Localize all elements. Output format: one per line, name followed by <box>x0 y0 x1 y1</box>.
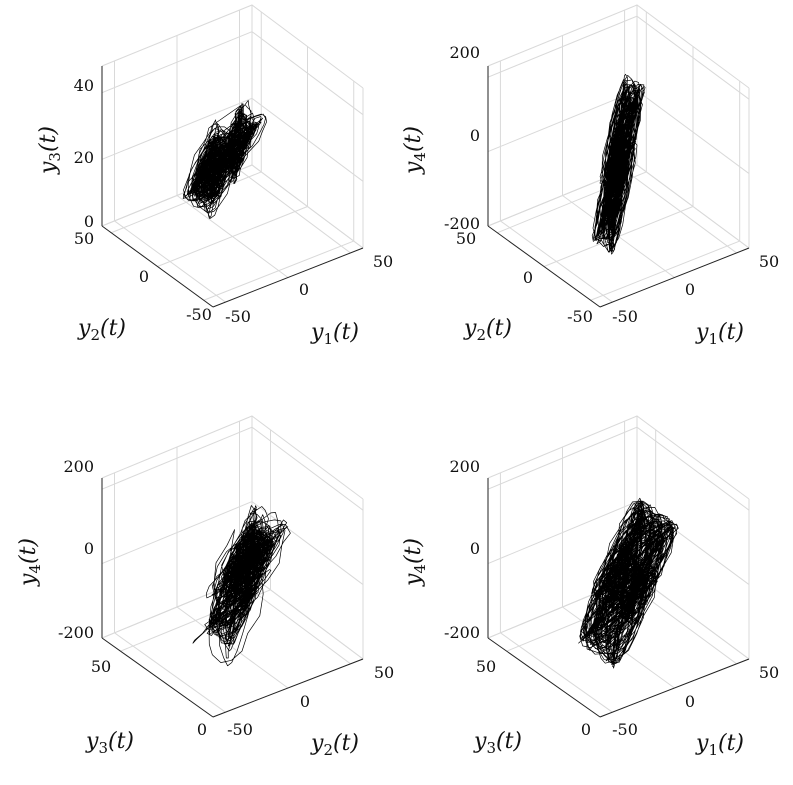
grid-lines <box>487 4 750 303</box>
z-axis-label: y3(t) <box>36 126 64 175</box>
x-tick-label: 0 <box>685 280 695 299</box>
z-tick-label: 200 <box>449 457 480 476</box>
x-tick-label: 0 <box>299 280 309 299</box>
y-tick-label: 50 <box>476 657 496 676</box>
chart-panel-3: -50 0 50 0 50 -200 0 200 y2(t) y3(t) y4(t) <box>16 415 394 759</box>
grid-lines <box>101 4 364 303</box>
y-axis-line <box>487 225 601 308</box>
y-tick-label: 0 <box>139 267 149 286</box>
z-tick-label: -200 <box>444 214 480 233</box>
x-tick-label: -50 <box>612 720 638 739</box>
y-tick-label: -50 <box>186 305 212 324</box>
z-tick-label: -200 <box>444 623 480 642</box>
x-axis-label: y2(t) <box>310 731 359 759</box>
x-axis-label: y1(t) <box>310 320 359 348</box>
trajectory-series <box>578 497 679 669</box>
z-tick-label: 0 <box>84 212 94 231</box>
z-tick-label: 0 <box>470 539 480 558</box>
z-tick-label: 20 <box>74 148 94 167</box>
z-axis-label: y4(t) <box>401 538 429 587</box>
y-axis-line <box>487 637 601 718</box>
x-tick-label: -50 <box>225 307 251 326</box>
x-tick-label: 50 <box>759 663 779 682</box>
z-tick-label: 0 <box>84 539 94 558</box>
trajectory-series <box>182 100 267 219</box>
y-tick-label: 0 <box>581 720 591 739</box>
x-tick-label: 0 <box>300 692 310 711</box>
x-tick-label: 50 <box>759 252 779 271</box>
chart-panel-4: -50 0 50 0 50 -200 0 200 y1(t) y3(t) y4(t) <box>401 415 779 759</box>
z-tick-label: -200 <box>58 623 94 642</box>
x-axis-line <box>212 658 364 718</box>
z-axis-label: y4(t) <box>16 538 44 587</box>
y-axis-label: y2(t) <box>463 316 512 344</box>
x-tick-label: 50 <box>374 663 394 682</box>
trajectory-series <box>192 505 291 667</box>
trajectory-series <box>591 73 646 255</box>
x-tick-label: 50 <box>373 252 393 271</box>
x-tick-label: -50 <box>227 720 253 739</box>
z-tick-label: 200 <box>449 43 480 62</box>
y-axis-line <box>101 225 214 308</box>
z-axis-label: y4(t) <box>401 126 429 175</box>
x-axis-label: y1(t) <box>695 731 744 759</box>
y-tick-label: 50 <box>91 657 111 676</box>
x-axis-line <box>212 247 364 308</box>
y-axis-label: y2(t) <box>77 316 126 344</box>
x-axis-label: y1(t) <box>695 320 744 348</box>
y-axis-label: y3(t) <box>473 729 522 757</box>
y-tick-label: -50 <box>567 307 593 326</box>
y-tick-label: 50 <box>456 229 476 248</box>
y-tick-label: 0 <box>523 268 533 287</box>
z-tick-label: 40 <box>74 76 94 95</box>
x-tick-label: 0 <box>685 692 695 711</box>
x-axis-line <box>599 247 750 308</box>
y-tick-label: 0 <box>197 720 207 739</box>
x-tick-label: -50 <box>612 307 638 326</box>
z-tick-label: 200 <box>63 457 94 476</box>
y-tick-label: 50 <box>74 229 94 248</box>
y-axis-line <box>101 637 214 718</box>
z-tick-label: 0 <box>470 126 480 145</box>
x-axis-line <box>599 658 750 718</box>
y-axis-label: y3(t) <box>85 729 134 757</box>
